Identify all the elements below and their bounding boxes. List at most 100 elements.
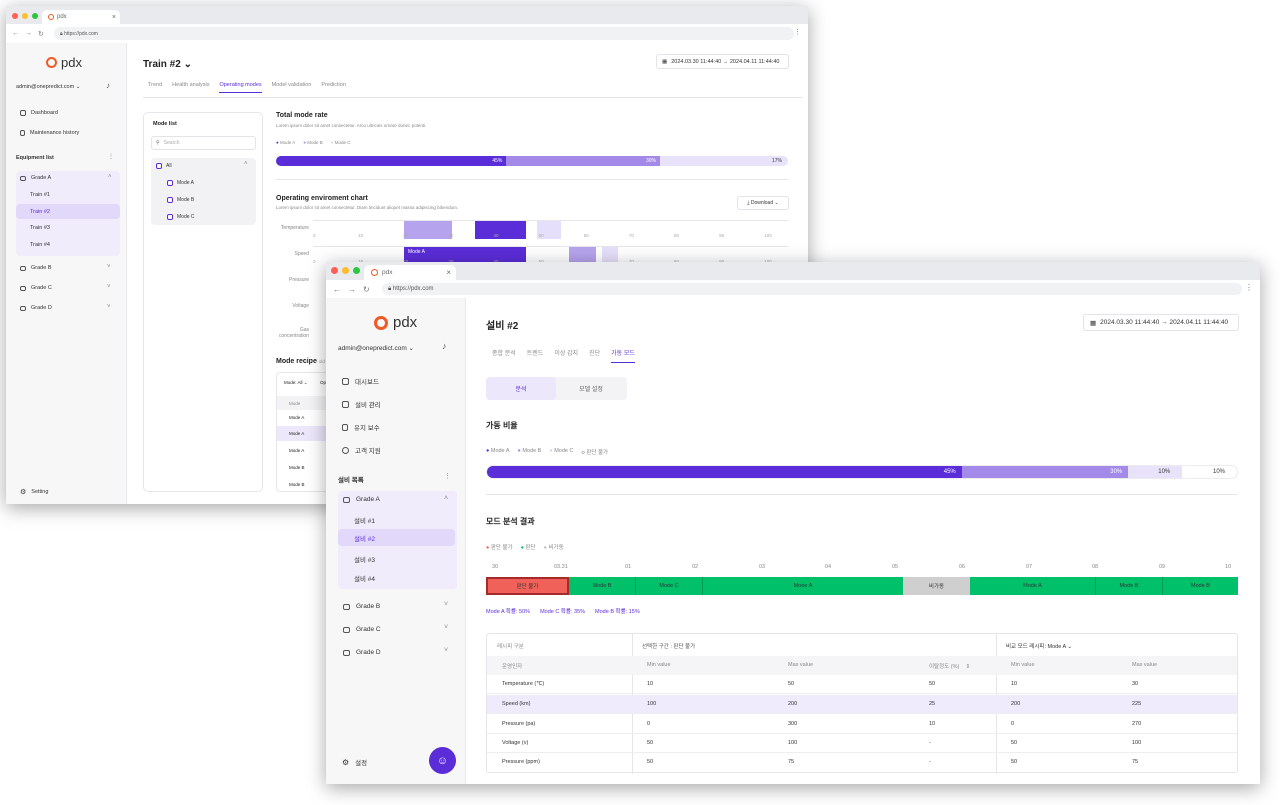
chevron-down-icon[interactable]: ˅ — [444, 647, 449, 654]
table-row[interactable]: Pressure (pa) 0 300 10 0 270 — [487, 715, 1237, 734]
window-controls[interactable] — [331, 267, 360, 274]
more-icon[interactable]: ⋮ — [444, 473, 451, 480]
back-icon[interactable]: ← — [12, 30, 19, 37]
setting-link[interactable]: ⚙ Setting — [20, 488, 48, 496]
tab-health-analysis[interactable]: Health analysis — [172, 82, 210, 88]
nav-equipment[interactable]: 설비 관리 — [342, 399, 381, 409]
grade-a-toggle[interactable]: Grade A — [343, 496, 380, 503]
mode-c-checkbox[interactable]: Mode C — [167, 214, 195, 220]
train-item[interactable]: Train #3 — [30, 225, 50, 231]
table-row[interactable]: Voltage (v) 50 100-50 100 — [487, 734, 1237, 753]
tab-overview[interactable]: 종합 분석 — [492, 351, 516, 357]
tab-trend[interactable]: 트렌드 — [526, 351, 544, 357]
prob-mode-b[interactable]: Mode B 확률: 15% — [595, 609, 640, 615]
grade-c-toggle[interactable]: Grade C — [343, 626, 381, 633]
user-menu[interactable]: admin@onepredict.com ⌄ — [16, 84, 81, 90]
forward-icon[interactable]: → — [348, 284, 356, 294]
prob-mode-a[interactable]: Mode A 확률: 50% — [486, 609, 531, 615]
chevron-down-icon[interactable]: ˅ — [444, 624, 449, 631]
logo[interactable]: pdx — [374, 314, 417, 331]
timeline-segment-mode-c[interactable]: Mode C — [636, 577, 703, 595]
recipe-row[interactable]: Mode A — [289, 415, 305, 420]
train-item[interactable]: Train #1 — [30, 192, 50, 198]
recipe-row[interactable]: Mode B — [289, 465, 305, 470]
user-menu[interactable]: admin@onepredict.com ⌄ — [338, 345, 415, 352]
more-icon[interactable]: ⋮ — [108, 154, 114, 160]
table-row-highlighted[interactable]: Speed (km) 100 200 25 200 225 — [487, 695, 1237, 714]
chevron-up-icon[interactable]: ˄ — [244, 161, 248, 167]
nav-dashboard[interactable]: Dashboard — [20, 110, 58, 116]
forward-icon[interactable]: → — [25, 30, 32, 37]
download-button[interactable]: ⤓ Download ⌄ — [737, 196, 789, 210]
train-item[interactable]: Train #4 — [30, 242, 50, 248]
chevron-up-icon[interactable]: ˄ — [108, 174, 112, 180]
mode-all-checkbox[interactable]: All — [156, 163, 172, 169]
window-controls[interactable] — [12, 13, 38, 19]
col-deviation-sort[interactable]: 이탈정도 (%) ⇕ — [929, 664, 971, 670]
equipment-item-selected[interactable]: 설비 #2 — [338, 529, 455, 546]
grade-d-toggle[interactable]: Grade D — [20, 305, 52, 311]
compare-recipe-dropdown[interactable]: 비교 모드 레시피: Mode A ⌄ — [1006, 644, 1073, 650]
nav-dashboard[interactable]: 대시보드 — [342, 376, 379, 386]
close-tab-icon[interactable]: × — [111, 13, 116, 21]
equipment-item[interactable]: 설비 #3 — [354, 557, 375, 564]
chevron-down-icon[interactable]: ˅ — [444, 601, 449, 608]
grade-a-toggle[interactable]: Grade A — [20, 175, 51, 181]
nav-maintenance-history[interactable]: Maintenance history — [20, 130, 79, 136]
equipment-item[interactable]: 설비 #1 — [354, 518, 375, 525]
bell-icon[interactable]: ♪ — [442, 341, 447, 351]
timeline-segment-mode-b[interactable]: Mode B — [1096, 577, 1163, 595]
mode-search-input[interactable]: ⚲ Search — [151, 136, 256, 150]
table-row[interactable]: Temperature (℃) 10 50 50 10 30 — [487, 675, 1237, 694]
close-dot[interactable] — [331, 267, 338, 274]
sub-tab-analysis[interactable]: 분석 — [486, 377, 556, 400]
close-tab-icon[interactable]: × — [446, 268, 451, 277]
browser-menu-icon[interactable]: ⋮ — [1245, 283, 1253, 292]
tab-prediction[interactable]: Prediction — [321, 82, 346, 88]
reload-icon[interactable]: ↻ — [363, 284, 370, 294]
chevron-down-icon[interactable]: ˅ — [107, 304, 111, 310]
grade-b-toggle[interactable]: Grade B — [343, 603, 380, 610]
url-field[interactable]: 🔒︎ https://pdx.com — [54, 27, 794, 40]
maximize-dot[interactable] — [32, 13, 38, 19]
logo[interactable]: pdx — [46, 55, 82, 70]
timeline-segment-idle[interactable]: 비가동 — [903, 577, 970, 595]
recipe-row[interactable]: Mode A — [289, 448, 305, 453]
date-range-picker[interactable]: ▦ 2024.03.30 11:44:40 → 2024.04.11 11:44:… — [1083, 314, 1239, 331]
chevron-down-icon[interactable]: ˅ — [107, 264, 111, 270]
chevron-up-icon[interactable]: ˄ — [444, 495, 449, 502]
recipe-row-selected[interactable]: Mode A — [277, 426, 327, 441]
grade-c-toggle[interactable]: Grade C — [20, 285, 52, 291]
reload-icon[interactable]: ↻ — [38, 30, 44, 38]
nav-maintenance[interactable]: 유지 보수 — [342, 422, 380, 432]
setting-link[interactable]: ⚙ 설정 — [342, 757, 367, 768]
maximize-dot[interactable] — [353, 267, 360, 274]
tab-operating-mode[interactable]: 가동 모드 — [611, 348, 635, 363]
tab-model-validation[interactable]: Model validation — [271, 82, 312, 88]
mode-b-checkbox[interactable]: Mode B — [167, 197, 194, 203]
tab-trend[interactable]: Trend — [148, 82, 163, 88]
nav-support[interactable]: 고객 지원 — [342, 445, 381, 455]
back-icon[interactable]: ← — [333, 284, 341, 294]
browser-menu-icon[interactable]: ⋮ — [794, 29, 801, 36]
tab-diagnosis[interactable]: 진단 — [589, 351, 601, 357]
timeline-segment-mode-a[interactable]: Mode A — [970, 577, 1096, 595]
tab-operating-modes[interactable]: Operating modes — [219, 82, 262, 93]
close-dot[interactable] — [12, 13, 18, 19]
train-item-selected[interactable]: Train #2 — [16, 204, 120, 219]
timeline-segment-mode-b[interactable]: Mode B — [569, 577, 636, 595]
tab-anomaly[interactable]: 이상 감지 — [554, 351, 579, 357]
sub-tab-model-settings[interactable]: 모델 설정 — [579, 387, 603, 393]
mode-filter-dropdown[interactable]: Mode: All ⌄ — [284, 380, 308, 385]
table-row[interactable]: Pressure (ppm) 50 75-50 75 — [502, 759, 1139, 765]
browser-tab[interactable]: pdx × — [364, 265, 456, 280]
minimize-dot[interactable] — [342, 267, 349, 274]
equipment-item[interactable]: 설비 #4 — [354, 576, 375, 583]
timeline-segment-mode-a[interactable]: Mode A — [703, 577, 903, 595]
minimize-dot[interactable] — [22, 13, 28, 19]
grade-b-toggle[interactable]: Grade B — [20, 265, 51, 271]
timeline-segment-undetermined[interactable]: 판단 불가 — [486, 577, 569, 595]
chevron-down-icon[interactable]: ˅ — [107, 284, 111, 290]
timeline-segment-mode-b[interactable]: Mode B — [1163, 577, 1238, 595]
date-range-picker[interactable]: ▦ 2024.03.30 11:44:40 → 2024.04.11 11:44:… — [656, 54, 789, 69]
